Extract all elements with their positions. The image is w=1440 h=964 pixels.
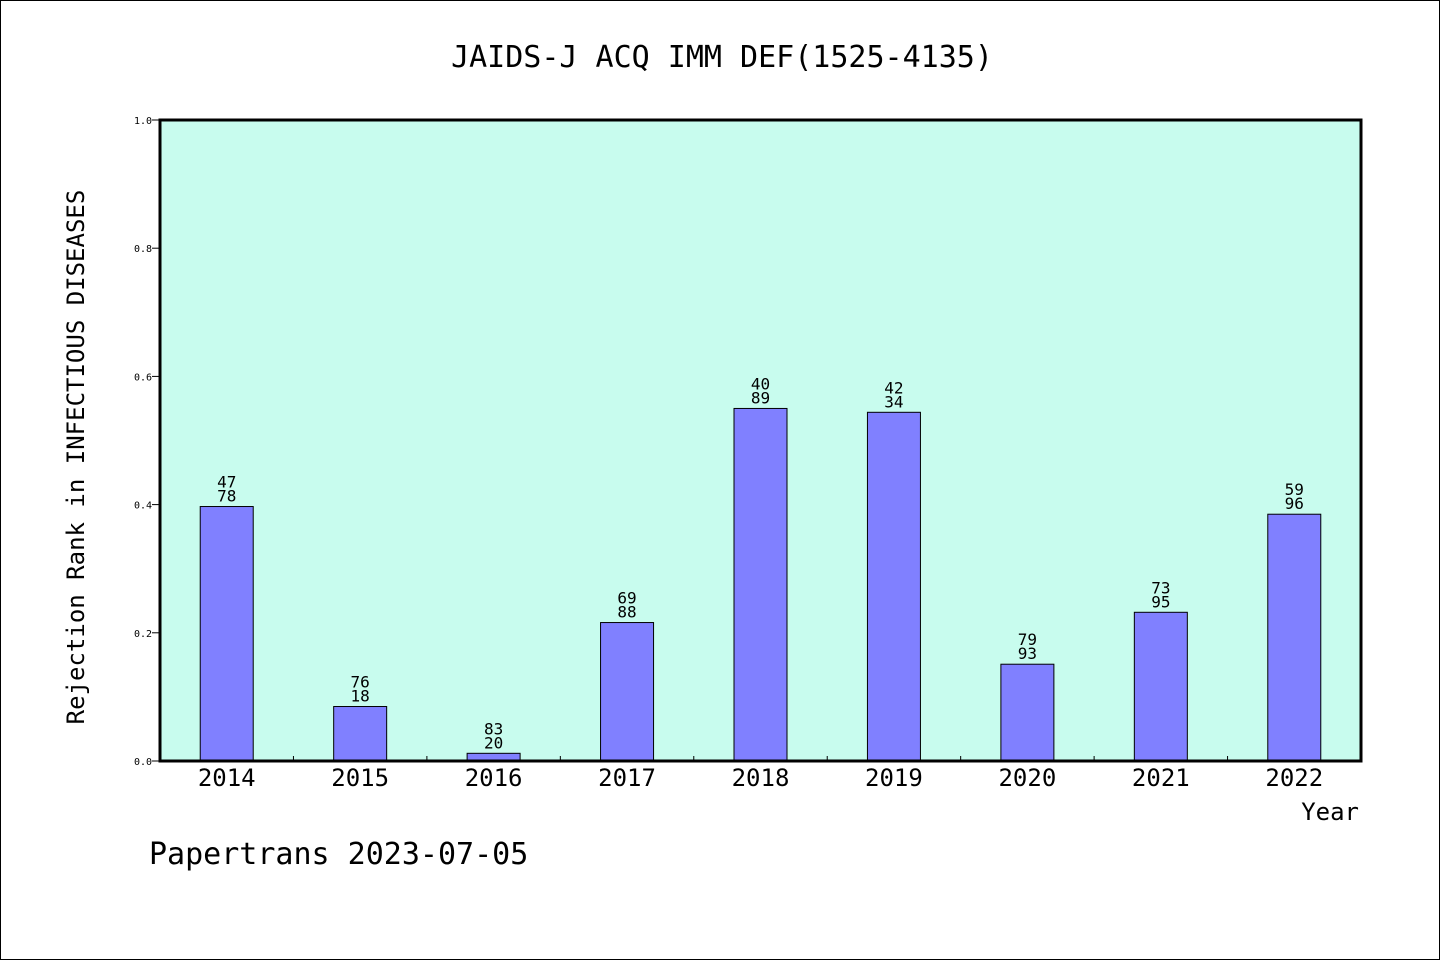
bar-label-bottom-2016: 20 [484, 733, 503, 752]
plot-border [158, 118, 1363, 763]
x-tick-label-2016: 2016 [465, 764, 523, 792]
x-tick-label-2014: 2014 [198, 764, 256, 792]
bar-2022 [1267, 513, 1322, 762]
y-tick-label: 0.2 [134, 629, 152, 640]
bar-2019 [866, 411, 921, 762]
bar-label-bottom-2014: 78 [217, 487, 236, 506]
y-axis-label: Rejection Rank in INFECTIOUS DISEASES [62, 190, 90, 725]
x-tick-label-2019: 2019 [865, 764, 923, 792]
bar-2017 [600, 622, 655, 762]
bar-label-bottom-2020: 93 [1018, 644, 1037, 663]
y-tick-label: 0.8 [134, 244, 152, 255]
bar-label-top-2018: 40 [751, 374, 770, 393]
bar-label-top-2016: 83 [484, 719, 503, 738]
x-tick-label-2017: 2017 [598, 764, 656, 792]
bar-2020 [1000, 663, 1055, 762]
y-tick-label: 0.6 [134, 372, 152, 383]
y-tick-label: 0.0 [134, 757, 152, 768]
bar-label-bottom-2018: 89 [751, 388, 770, 407]
x-tick-label-2015: 2015 [331, 764, 389, 792]
x-tick-label-2018: 2018 [732, 764, 790, 792]
bar-label-top-2015: 76 [351, 673, 370, 692]
bar-label-top-2014: 47 [217, 473, 236, 492]
footer-text: Papertrans 2023-07-05 [149, 837, 528, 872]
bar-2018 [733, 407, 788, 762]
y-tick-label: 1.0 [134, 116, 152, 127]
bar-label-bottom-2019: 34 [884, 392, 903, 411]
bar-2014 [199, 506, 254, 762]
x-tick-label-2021: 2021 [1132, 764, 1190, 792]
x-tick-label-2022: 2022 [1265, 764, 1323, 792]
bar-label-top-2020: 79 [1018, 630, 1037, 649]
bar-label-top-2017: 69 [617, 589, 636, 608]
bar-label-bottom-2017: 88 [617, 603, 636, 622]
bar-label-bottom-2021: 95 [1151, 592, 1170, 611]
x-tick-label-2020: 2020 [998, 764, 1056, 792]
bar-label-bottom-2022: 96 [1285, 494, 1304, 513]
bar-2021 [1133, 611, 1188, 762]
y-tick-label: 0.4 [134, 501, 152, 512]
bar-label-top-2019: 42 [884, 378, 903, 397]
bar-label-bottom-2015: 18 [351, 687, 370, 706]
bar-label-top-2021: 73 [1151, 578, 1170, 597]
bar-2015 [333, 706, 388, 762]
bar-label-top-2022: 59 [1285, 480, 1304, 499]
x-axis-label: Year [1301, 798, 1359, 826]
chart-title: JAIDS-J ACQ IMM DEF(1525-4135) [451, 40, 993, 75]
